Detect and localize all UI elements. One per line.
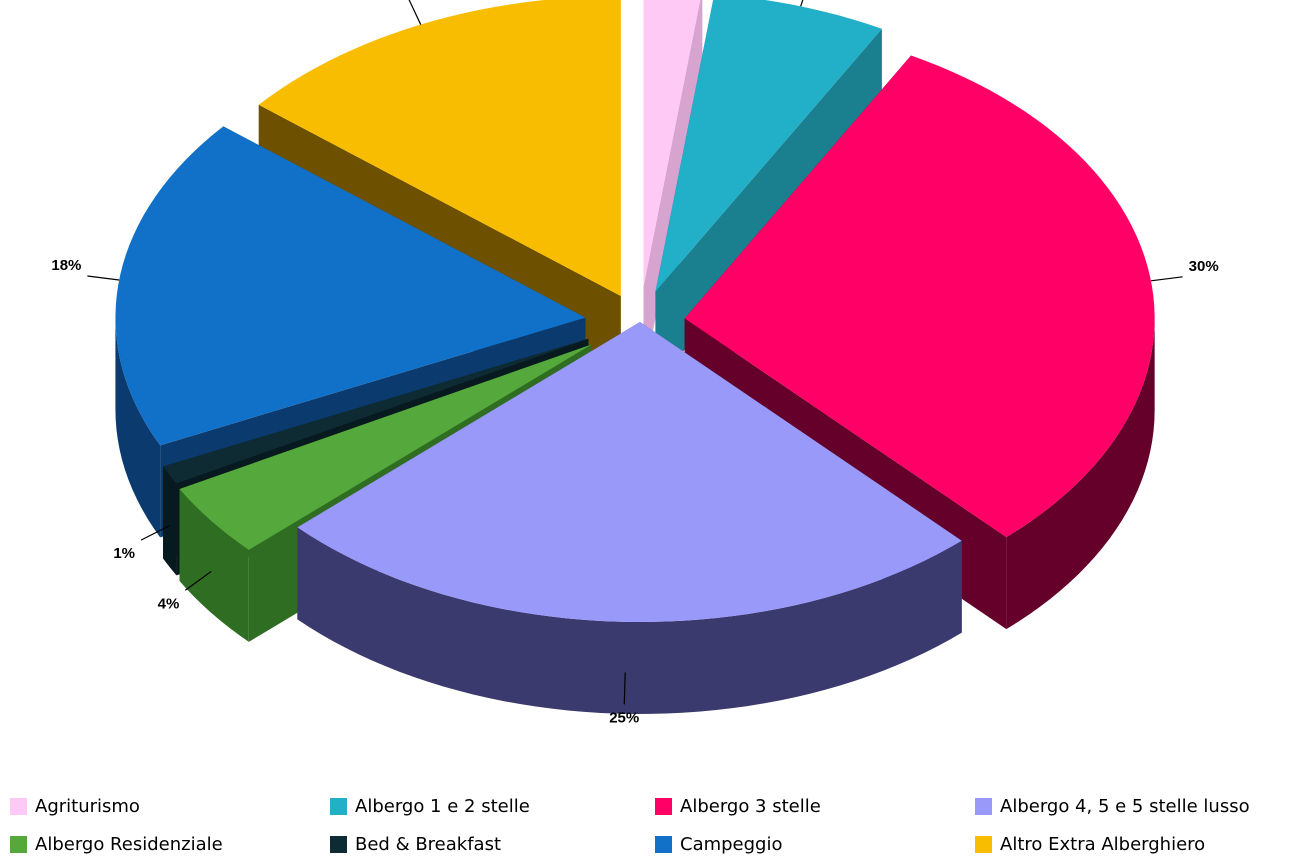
legend-label: Albergo 1 e 2 stelle: [355, 795, 530, 817]
pie-slice-top: [684, 55, 1155, 538]
pie-slice-top: [258, 0, 621, 297]
legend-label: Campeggio: [680, 833, 783, 855]
legend-item-bed-and-breakfast: Bed & Breakfast: [330, 832, 501, 856]
pie-slice-top: [115, 126, 586, 446]
legend-swatch: [655, 835, 672, 853]
legend-swatch: [10, 835, 27, 853]
legend-swatch: [10, 797, 27, 815]
label-leader-line: [87, 275, 120, 281]
pie-slice-outer-wall: [297, 527, 962, 714]
pie-slice-top: [179, 344, 592, 550]
legend-item-campeggio: Campeggio: [655, 832, 783, 856]
legend-label: Altro Extra Alberghiero: [1000, 833, 1206, 855]
pie-slice: [297, 322, 962, 714]
legend-swatch: [330, 797, 347, 815]
legend-item-albergo-4-5-stelle: Albergo 4, 5 e 5 stelle lusso: [975, 794, 1250, 818]
legend-label: Agriturismo: [35, 795, 140, 817]
pie-slice-top: [163, 338, 589, 484]
legend-swatch: [655, 797, 672, 815]
pie-labels: 2%6%30%25%4%1%18%14%: [51, 0, 1219, 726]
chart-legend: Agriturismo Albergo 1 e 2 stelle Albergo…: [0, 790, 1296, 868]
data-label: 18%: [51, 257, 81, 274]
data-label: 1%: [113, 545, 135, 562]
pie-slice-top: [643, 0, 701, 287]
data-label: 25%: [609, 709, 639, 726]
label-leader-line: [408, 0, 422, 25]
legend-item-albergo-residenziale: Albergo Residenziale: [10, 832, 223, 856]
pie-slice-top: [655, 0, 882, 292]
legend-label: Albergo 3 stelle: [680, 795, 821, 817]
legend-swatch: [975, 835, 992, 853]
label-leader-line: [623, 672, 626, 705]
legend-swatch: [975, 797, 992, 815]
pie-slice-outer-wall: [115, 317, 161, 538]
legend-label: Bed & Breakfast: [355, 833, 502, 855]
label-leader-line: [1150, 276, 1183, 282]
data-label: 4%: [158, 595, 180, 612]
pie-slice-top: [297, 322, 962, 622]
label-leader-line: [184, 570, 212, 591]
label-leader-line: [140, 525, 170, 541]
label-leader-line: [800, 0, 804, 7]
pie-slice-outer-wall: [1006, 318, 1155, 630]
data-label: 30%: [1189, 258, 1219, 275]
legend-swatch: [330, 835, 347, 853]
legend-item-agriturismo: Agriturismo: [10, 794, 140, 818]
legend-item-albergo-3-stelle: Albergo 3 stelle: [655, 794, 821, 818]
pie-slices: [115, 0, 1155, 714]
pie-slice-outer-wall: [179, 489, 249, 642]
legend-label: Albergo Residenziale: [35, 833, 223, 855]
pie-chart: 2%6%30%25%4%1%18%14%: [51, 0, 1219, 726]
pie-slice-outer-wall: [163, 466, 177, 576]
legend-item-albergo-1-2-stelle: Albergo 1 e 2 stelle: [330, 794, 530, 818]
legend-item-altro-extra-alberghiero: Altro Extra Alberghiero: [975, 832, 1205, 856]
legend-label: Albergo 4, 5 e 5 stelle lusso: [1000, 795, 1250, 817]
